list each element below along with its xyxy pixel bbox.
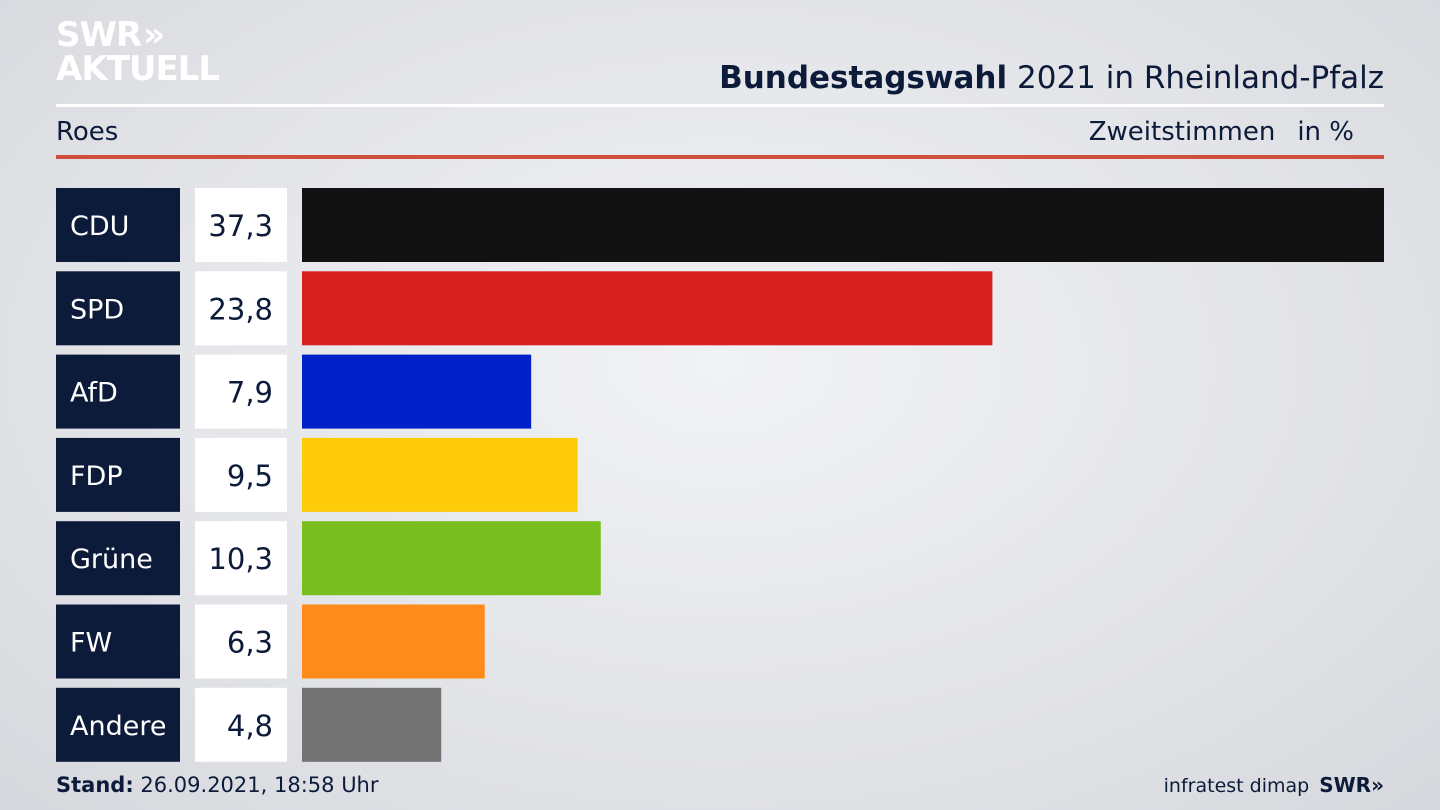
source-credit: infratest dimap SWR» [1164, 770, 1384, 801]
timestamp-label: Stand: [56, 773, 134, 797]
value-label-box [195, 521, 287, 596]
bar [302, 687, 442, 762]
bar [302, 354, 532, 429]
data-label: 4,8 [227, 709, 273, 743]
bar-row: AfD 7,9 [56, 354, 532, 429]
bar-row: Grüne 10,3 [56, 521, 601, 596]
constituency-label: Roes [56, 117, 119, 147]
value-label-box [195, 687, 287, 762]
accent-divider [56, 155, 1384, 159]
value-label-box [195, 354, 287, 429]
value-label-box [195, 188, 287, 262]
bar-row: Andere 4,8 [56, 687, 442, 762]
bar [302, 604, 485, 679]
party-label-box [56, 354, 180, 429]
category-label: FW [70, 628, 112, 659]
category-label: Grüne [70, 544, 153, 575]
bar-row: FDP 9,5 [56, 437, 578, 512]
logo-chevrons-icon: » [143, 15, 165, 55]
value-label-box [195, 271, 287, 346]
chart-title-rest: 2021 in Rheinland-Pfalz [1017, 60, 1384, 96]
bar-row: CDU 37,3 [56, 188, 1384, 262]
data-label: 10,3 [208, 542, 273, 576]
swr-logo-icon: SWR» [1319, 773, 1384, 797]
data-label: 7,9 [227, 376, 273, 410]
value-label-box [195, 437, 287, 512]
bar [302, 521, 601, 596]
value-label-box [195, 604, 287, 679]
party-label-box [56, 604, 180, 679]
category-label: Andere [70, 711, 166, 742]
party-label-box [56, 687, 180, 762]
bar [302, 437, 578, 512]
bar [302, 188, 1384, 262]
category-label: CDU [70, 211, 129, 242]
data-label: 37,3 [208, 209, 273, 243]
timestamp-value: 26.09.2021, 18:58 Uhr [140, 773, 379, 797]
data-label: 23,8 [208, 292, 273, 326]
header-divider [56, 104, 1384, 107]
vote-type-label: Zweitstimmen in % [1089, 114, 1354, 150]
party-label-box [56, 188, 180, 262]
timestamp: Stand: 26.09.2021, 18:58 Uhr [56, 770, 379, 800]
bar-row: SPD 23,8 [56, 271, 993, 346]
swr-aktuell-logo: SWR» AKTUELL [56, 15, 220, 89]
data-label: 6,3 [227, 626, 273, 660]
data-label: 9,5 [227, 459, 273, 493]
unit-label: in % [1297, 117, 1354, 147]
logo-swr-text: SWR [56, 15, 142, 55]
category-label: AfD [70, 378, 118, 409]
category-label: SPD [70, 294, 124, 325]
chart-title-bold: Bundestagswahl [719, 60, 1008, 96]
party-label-box [56, 521, 180, 596]
logo-aktuell-text: AKTUELL [56, 49, 220, 89]
bar-row: FW 6,3 [56, 604, 485, 679]
chart-title: Bundestagswahl 2021 in Rheinland-Pfalz [719, 56, 1384, 100]
party-label-box [56, 271, 180, 346]
vote-type-text: Zweitstimmen [1088, 117, 1276, 147]
category-label: FDP [70, 461, 123, 492]
bar [302, 271, 993, 346]
party-label-box [56, 437, 180, 512]
source-name: infratest dimap [1163, 775, 1310, 797]
